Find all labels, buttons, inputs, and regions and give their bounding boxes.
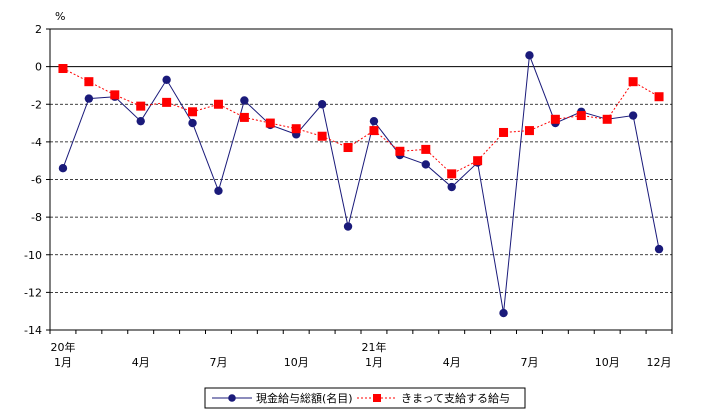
data-point-series-2 <box>239 112 249 122</box>
data-point-series-1 <box>162 75 171 84</box>
x-tick-label: 10月 <box>284 356 309 369</box>
x-tick-label: 7月 <box>209 356 227 369</box>
data-point-series-1 <box>136 116 145 126</box>
data-point-series-2 <box>654 92 664 102</box>
y-axis-unit-label: % <box>55 10 65 23</box>
data-point-series-2 <box>421 144 431 154</box>
legend-label-series-2: きまって支給する給与 <box>401 391 510 405</box>
data-point-series-2 <box>213 99 223 109</box>
data-point-series-2 <box>188 107 198 117</box>
data-point-series-2 <box>499 127 509 137</box>
data-point-series-2 <box>576 111 586 121</box>
data-point-series-2 <box>162 97 172 107</box>
data-point-series-1 <box>240 96 249 105</box>
data-point-series-2 <box>110 90 120 100</box>
data-point-series-2 <box>550 114 560 124</box>
data-point-series-1 <box>58 164 68 173</box>
y-tick-label: 0 <box>35 61 42 74</box>
data-point-series-1 <box>317 100 327 109</box>
data-point-series-1 <box>447 182 456 192</box>
y-tick-label: -4 <box>31 136 42 149</box>
x-axis-tick-labels: 20年 1月 4月 7月 10月 21年 1月 4月 7月 10月 12月 <box>50 340 671 369</box>
y-tick-label: -10 <box>24 249 42 262</box>
data-point-series-2 <box>628 77 638 87</box>
x-tick-label: 4月 <box>443 356 461 369</box>
legend-marker-series-2 <box>373 394 381 402</box>
data-point-series-2 <box>369 126 379 136</box>
legend-label-series-1: 現金給与総額(名目) <box>256 391 353 405</box>
data-point-series-1 <box>369 116 379 126</box>
y-tick-label: -12 <box>24 286 42 299</box>
data-point-series-1 <box>343 222 353 231</box>
data-point-series-2 <box>265 118 275 128</box>
data-point-series-2 <box>136 101 146 111</box>
series-line-1 <box>62 55 660 314</box>
data-point-series-2 <box>473 156 483 166</box>
x-tick-label: 12月 <box>647 356 672 369</box>
data-point-series-2 <box>343 143 353 153</box>
y-tick-label: -2 <box>31 98 42 111</box>
y-axis-tick-labels: 2 0 -2 -4 -6 -8 -10 -12 -14 <box>24 23 42 337</box>
data-point-series-2 <box>524 126 534 136</box>
data-point-series-1 <box>84 94 94 103</box>
x-tick-label: 4月 <box>132 356 150 369</box>
data-point-series-2 <box>84 77 94 87</box>
y-tick-label: -8 <box>31 211 42 224</box>
data-point-series-1 <box>628 111 638 120</box>
y-tick-label: 2 <box>35 23 42 36</box>
data-point-series-2 <box>58 64 68 74</box>
x-tick-label: 1月 <box>54 356 72 369</box>
data-point-series-2 <box>317 131 327 141</box>
data-point-series-2 <box>602 114 612 124</box>
x-tick-label: 1月 <box>365 356 383 369</box>
legend-marker-series-1 <box>228 394 236 402</box>
x-year-label: 21年 <box>361 340 386 354</box>
legend: 現金給与総額(名目) きまって支給する給与 <box>204 387 526 409</box>
data-point-series-1 <box>525 51 534 60</box>
x-tick-label: 10月 <box>595 356 620 369</box>
series-group <box>58 51 664 318</box>
data-point-series-1 <box>499 308 508 318</box>
y-tick-label: -6 <box>31 174 42 187</box>
data-point-series-2 <box>291 124 301 134</box>
data-point-series-1 <box>421 160 430 169</box>
data-point-series-1 <box>214 186 223 195</box>
series-line-2 <box>62 68 660 175</box>
x-tick-label: 7月 <box>520 356 538 369</box>
x-year-label: 20年 <box>50 340 75 354</box>
data-point-series-1 <box>188 118 197 128</box>
axes <box>46 28 673 334</box>
data-point-series-2 <box>447 169 457 179</box>
y-tick-label: -14 <box>24 324 42 337</box>
data-point-series-1 <box>654 244 664 254</box>
data-point-series-2 <box>395 146 405 156</box>
grid-lines <box>50 66 672 293</box>
